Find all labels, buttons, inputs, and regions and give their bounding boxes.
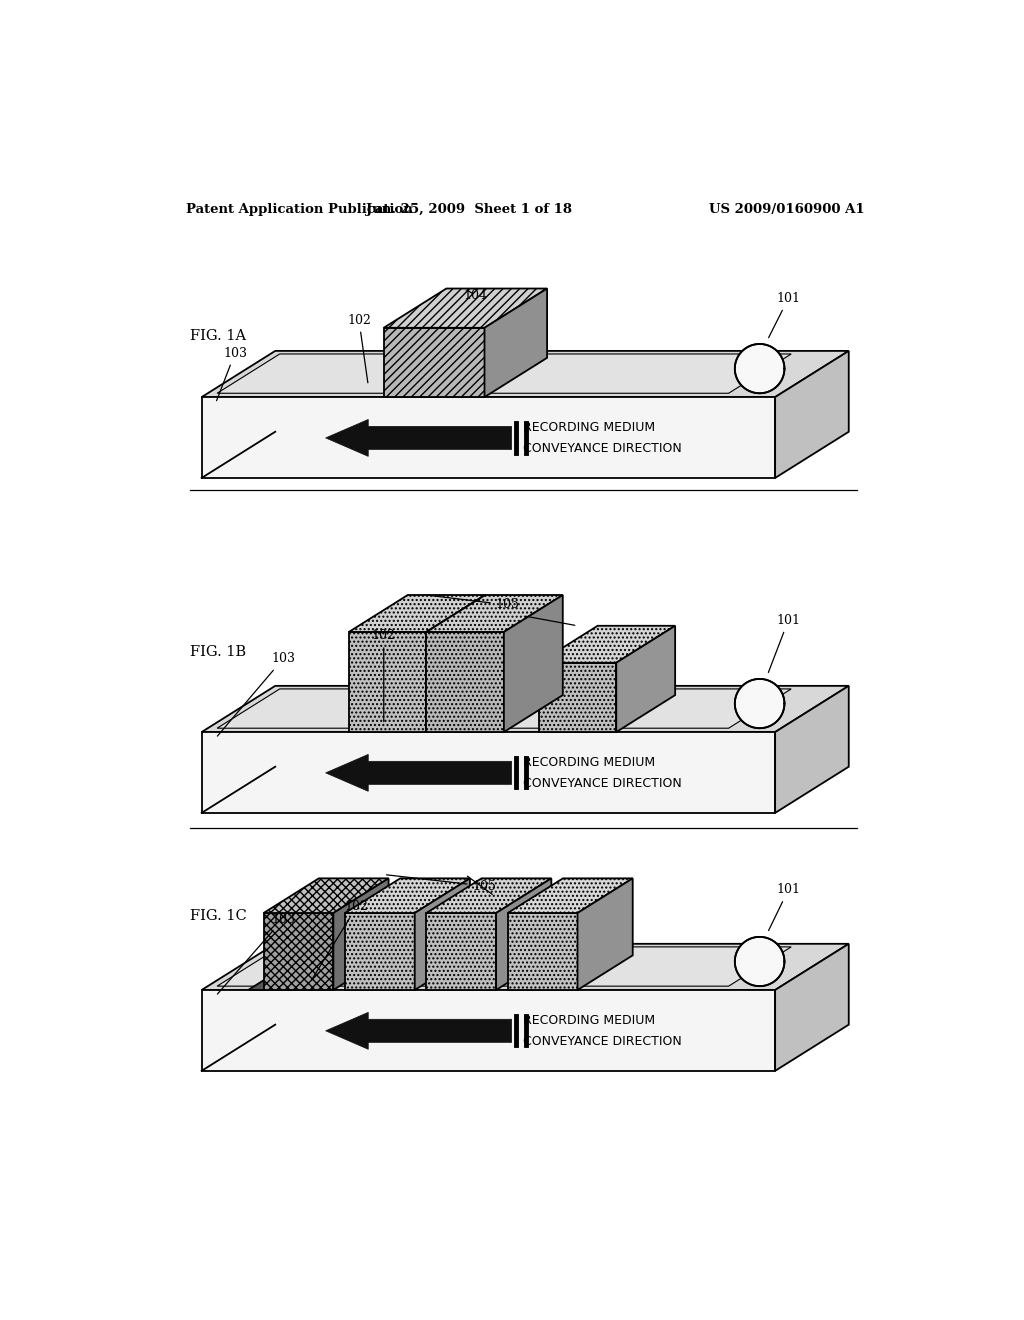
Text: 102: 102 xyxy=(372,630,395,722)
Text: 102: 102 xyxy=(311,900,369,979)
Polygon shape xyxy=(202,397,775,478)
Polygon shape xyxy=(326,755,512,792)
Polygon shape xyxy=(426,878,551,913)
Text: 103: 103 xyxy=(217,347,247,401)
Text: FIG. 1A: FIG. 1A xyxy=(190,330,246,343)
Text: 105: 105 xyxy=(429,595,520,611)
Polygon shape xyxy=(578,878,633,990)
Text: 103: 103 xyxy=(217,912,295,994)
Text: 101: 101 xyxy=(769,883,801,931)
Polygon shape xyxy=(349,595,485,632)
Text: RECORDING MEDIUM: RECORDING MEDIUM xyxy=(523,1014,655,1027)
Polygon shape xyxy=(217,946,792,986)
Polygon shape xyxy=(775,351,849,478)
Polygon shape xyxy=(345,913,415,990)
Text: US 2009/0160900 A1: US 2009/0160900 A1 xyxy=(709,203,864,216)
Polygon shape xyxy=(384,327,484,397)
Polygon shape xyxy=(415,878,470,990)
Polygon shape xyxy=(263,913,334,990)
Polygon shape xyxy=(735,345,784,393)
Polygon shape xyxy=(775,686,849,813)
Polygon shape xyxy=(202,733,775,813)
Polygon shape xyxy=(426,913,496,990)
Polygon shape xyxy=(202,944,849,990)
Polygon shape xyxy=(217,689,792,729)
Text: 105: 105 xyxy=(386,875,497,892)
Text: 102: 102 xyxy=(347,314,371,383)
Text: Patent Application Publication: Patent Application Publication xyxy=(186,203,413,216)
Polygon shape xyxy=(334,878,388,990)
Polygon shape xyxy=(775,944,849,1071)
Polygon shape xyxy=(202,351,849,397)
Polygon shape xyxy=(539,626,675,663)
Polygon shape xyxy=(735,678,784,729)
Text: CONVEYANCE DIRECTION: CONVEYANCE DIRECTION xyxy=(523,777,682,791)
Polygon shape xyxy=(384,289,547,327)
Polygon shape xyxy=(326,1012,512,1049)
Text: 104: 104 xyxy=(463,289,487,302)
Polygon shape xyxy=(345,878,470,913)
Polygon shape xyxy=(504,595,563,733)
Text: CONVEYANCE DIRECTION: CONVEYANCE DIRECTION xyxy=(523,442,682,455)
Polygon shape xyxy=(496,878,551,990)
Polygon shape xyxy=(484,289,547,397)
Polygon shape xyxy=(426,632,504,733)
Polygon shape xyxy=(326,420,512,457)
Text: RECORDING MEDIUM: RECORDING MEDIUM xyxy=(523,755,655,768)
Polygon shape xyxy=(426,595,563,632)
Polygon shape xyxy=(202,990,775,1071)
Text: FIG. 1C: FIG. 1C xyxy=(190,909,247,923)
Text: 101: 101 xyxy=(768,614,801,672)
Text: 103: 103 xyxy=(217,652,295,737)
Polygon shape xyxy=(202,686,849,733)
Text: FIG. 1B: FIG. 1B xyxy=(190,645,246,659)
Polygon shape xyxy=(217,354,792,393)
Text: 101: 101 xyxy=(769,292,801,338)
Polygon shape xyxy=(508,913,578,990)
Polygon shape xyxy=(508,878,633,913)
Polygon shape xyxy=(735,937,784,986)
Polygon shape xyxy=(426,595,485,733)
Polygon shape xyxy=(616,626,675,733)
Text: RECORDING MEDIUM: RECORDING MEDIUM xyxy=(523,421,655,434)
Text: Jun. 25, 2009  Sheet 1 of 18: Jun. 25, 2009 Sheet 1 of 18 xyxy=(366,203,572,216)
Polygon shape xyxy=(539,663,616,733)
Text: CONVEYANCE DIRECTION: CONVEYANCE DIRECTION xyxy=(523,1035,682,1048)
Polygon shape xyxy=(248,977,321,990)
Polygon shape xyxy=(263,878,388,913)
Polygon shape xyxy=(349,632,426,733)
